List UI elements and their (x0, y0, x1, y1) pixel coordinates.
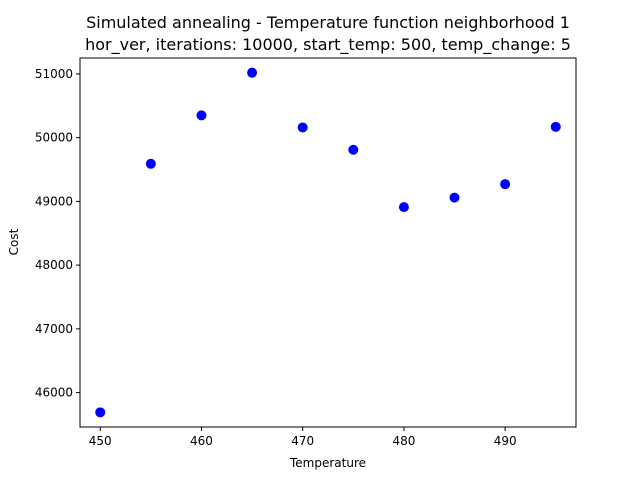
chart-title-line-2: hor_ver, iterations: 10000, start_temp: … (85, 35, 571, 55)
y-tick-label: 49000 (35, 194, 73, 208)
x-tick-label: 460 (190, 434, 213, 448)
data-point (449, 192, 460, 203)
y-tick-label: 47000 (35, 322, 73, 336)
data-point (95, 407, 106, 418)
plot-area-frame (79, 57, 577, 428)
data-point (196, 110, 207, 121)
data-point (348, 144, 359, 155)
data-point (247, 67, 258, 78)
x-axis-ticks: 450 460 470 480 490 (89, 427, 517, 448)
x-tick-label: 450 (89, 434, 112, 448)
y-tick-label: 46000 (35, 386, 73, 400)
data-point (500, 179, 511, 190)
data-point (550, 121, 561, 132)
x-tick-label: 480 (392, 434, 415, 448)
data-point (297, 122, 308, 133)
x-tick-label: 470 (291, 434, 314, 448)
data-point (398, 202, 409, 213)
data-point (145, 158, 156, 169)
y-axis-ticks: 46000 47000 48000 49000 50000 51000 (35, 67, 80, 400)
x-axis-label: Temperature (289, 456, 366, 470)
y-tick-label: 51000 (35, 67, 73, 81)
y-axis-label: Cost (7, 228, 21, 255)
y-tick-label: 50000 (35, 131, 73, 145)
data-points (95, 67, 561, 418)
chart-title-line-1: Simulated annealing - Temperature functi… (86, 13, 570, 32)
y-tick-label: 48000 (35, 258, 73, 272)
x-tick-label: 490 (494, 434, 517, 448)
